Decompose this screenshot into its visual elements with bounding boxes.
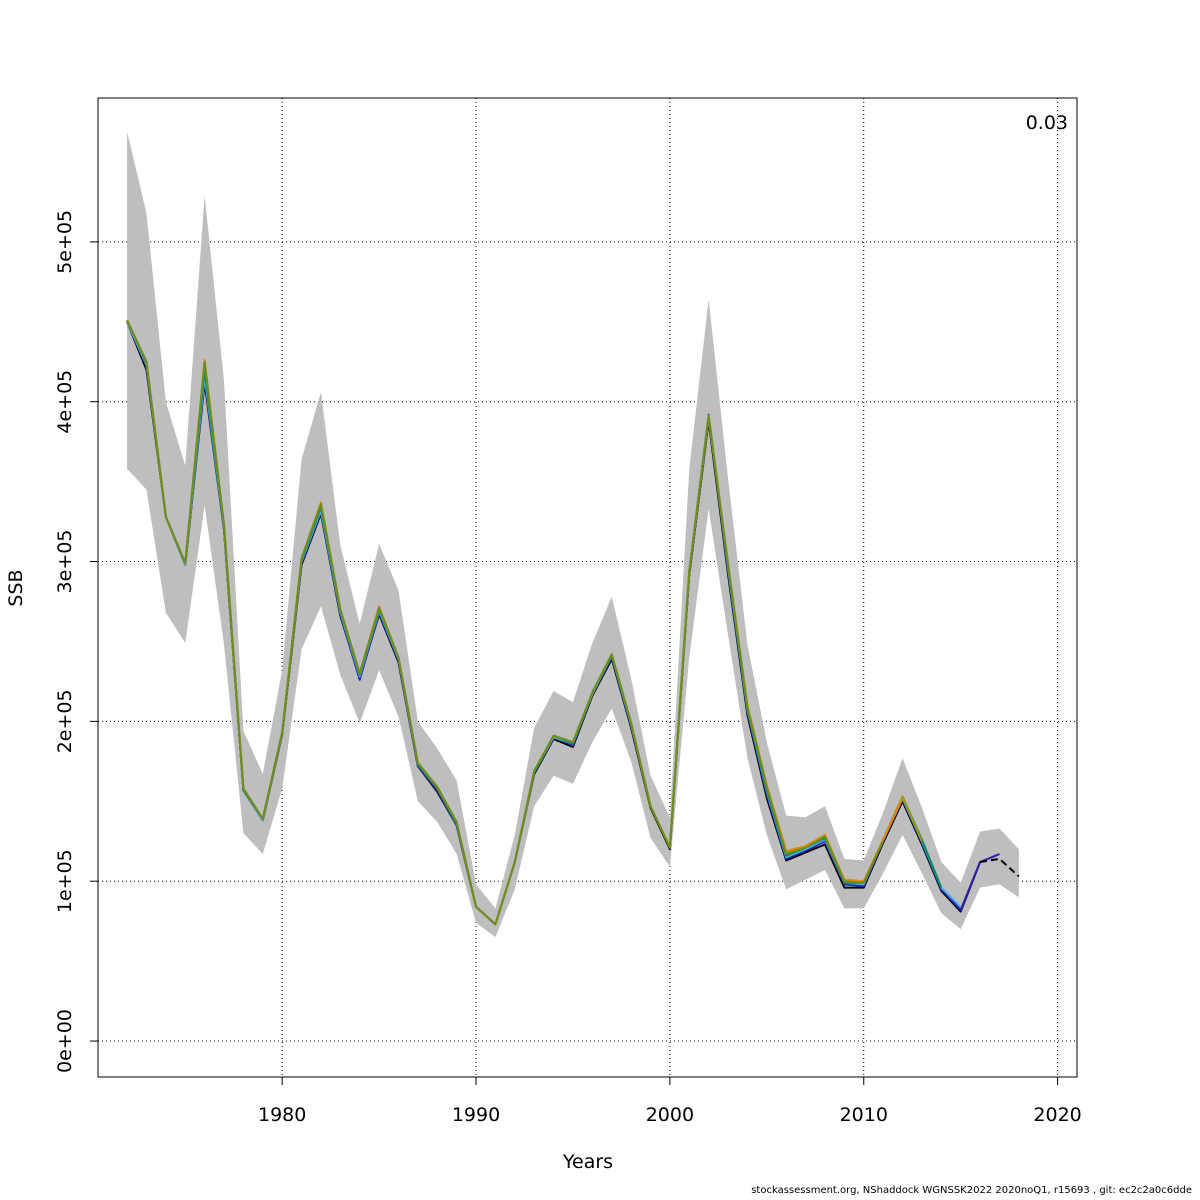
- footer-text: stockassessment.org, NShaddock WGNSSK202…: [751, 1185, 1192, 1196]
- y-tick-label: 0e+00: [54, 1009, 76, 1073]
- y-axis-label: SSB: [5, 569, 27, 606]
- y-tick-label: 1e+05: [54, 849, 76, 913]
- x-axis-label: Years: [562, 1151, 613, 1173]
- x-tick-label: 1980: [258, 1104, 306, 1126]
- series-layer: [126, 319, 1020, 926]
- series-line-7: [126, 319, 885, 926]
- y-tick-label: 5e+05: [54, 210, 76, 274]
- y-tick-label: 2e+05: [54, 689, 76, 753]
- x-tick-label: 1990: [452, 1104, 500, 1126]
- plot-frame: [97, 97, 1078, 1078]
- corner-label: 0.03: [1026, 112, 1068, 134]
- x-tick-label: 2020: [1033, 1104, 1081, 1126]
- y-tick-label: 4e+05: [54, 370, 76, 434]
- series-line-2: [979, 857, 1020, 878]
- axes: 1980 1990 2000 2010 2020 0e+00 1e+05 2e+05 3e+05…: [54, 210, 1082, 1126]
- y-tick-label: 3e+05: [54, 530, 76, 594]
- x-tick-label: 2000: [646, 1104, 694, 1126]
- grid-lines: [98, 98, 1077, 1077]
- x-tick-label: 2010: [840, 1104, 888, 1126]
